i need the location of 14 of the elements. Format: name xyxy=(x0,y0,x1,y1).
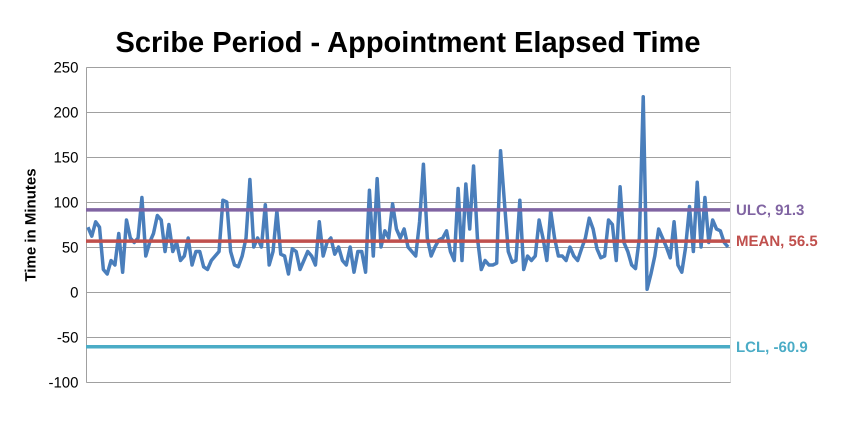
y-tick-label: 150 xyxy=(53,150,78,166)
y-axis-title: Time in Minutes xyxy=(22,168,40,282)
ref-line-label: ULC, 91.3 xyxy=(736,202,804,219)
y-tick-label: -100 xyxy=(48,374,78,392)
line-series xyxy=(86,94,730,292)
y-tick-label: 0 xyxy=(70,284,78,302)
chart-title: Scribe Period - Appointment Elapsed Time xyxy=(116,27,700,59)
y-tick-label: 250 xyxy=(53,60,78,76)
y-tick-label: 100 xyxy=(53,194,78,212)
y-tick-label: -50 xyxy=(56,330,78,346)
ref-line-label: LCL, -60.9 xyxy=(736,338,808,356)
y-tick-label: 200 xyxy=(53,104,78,122)
ref-line-label: MEAN, 56.5 xyxy=(736,233,818,250)
y-tick-label: 50 xyxy=(62,240,78,256)
